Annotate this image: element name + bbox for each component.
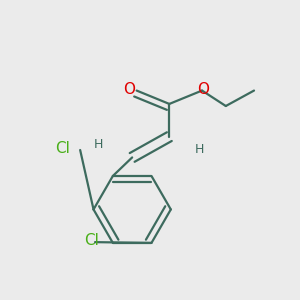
Text: O: O (123, 82, 135, 97)
Text: O: O (197, 82, 209, 97)
Text: H: H (195, 143, 205, 156)
Text: H: H (93, 138, 103, 151)
Text: Cl: Cl (85, 233, 100, 248)
Text: Cl: Cl (55, 141, 70, 156)
